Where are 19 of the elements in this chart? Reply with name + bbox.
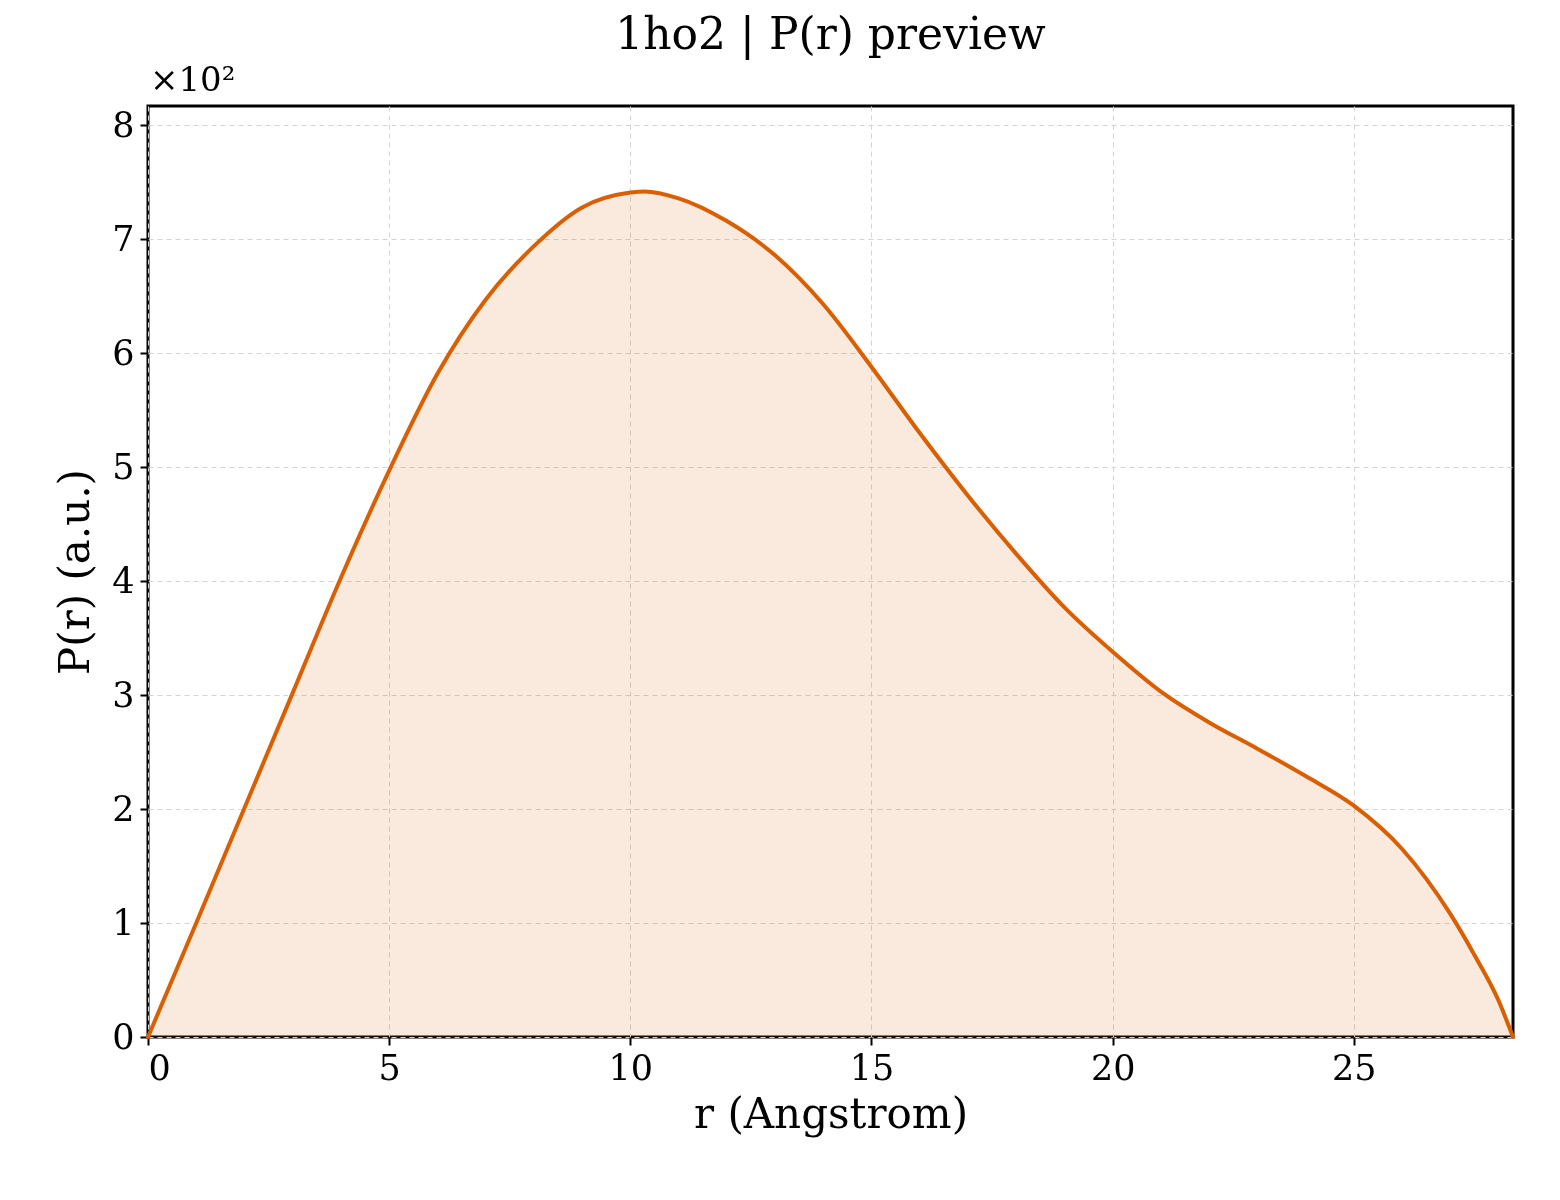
chart-title: 1ho2 | P(r) preview — [615, 8, 1047, 60]
y-tick-label: 8 — [112, 104, 135, 145]
text: ×10² — [150, 59, 236, 99]
y-axis-title: P(r) (a.u.) — [50, 468, 100, 676]
x-tick-label: 15 — [849, 1047, 895, 1088]
y-tick-label: 1 — [112, 902, 135, 943]
y-tick-label: 7 — [112, 218, 135, 259]
x-axis-title: r (Angstrom) — [693, 1088, 969, 1138]
x-tick-label: 20 — [1090, 1047, 1136, 1088]
y-tick-label: 6 — [112, 332, 135, 373]
y-tick-label: 5 — [112, 446, 135, 487]
x-tick-label: 0 — [148, 1047, 171, 1088]
y-tick-label: 3 — [112, 674, 135, 715]
x-tick-label: 10 — [608, 1047, 654, 1088]
x-tick-label: 25 — [1332, 1047, 1377, 1088]
y-tick-label: 0 — [112, 1016, 135, 1057]
y-tick-label: 4 — [112, 560, 135, 601]
x-tick-label: 5 — [378, 1047, 401, 1088]
y-tick-label: 2 — [112, 788, 135, 829]
